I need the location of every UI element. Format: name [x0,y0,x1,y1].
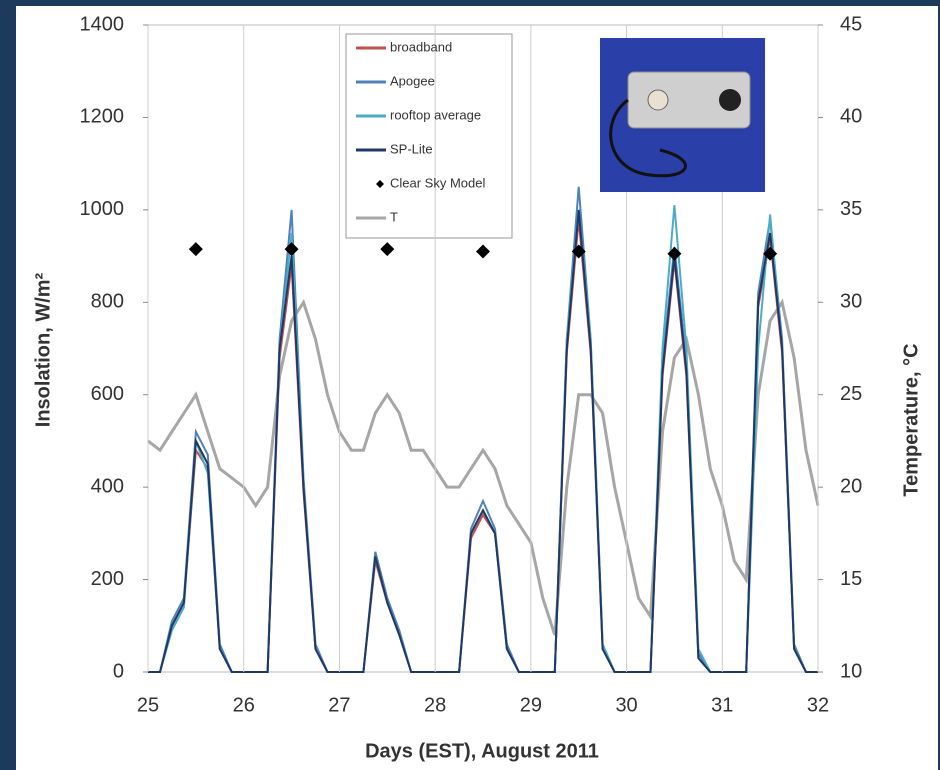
x-axis-label: Days (EST), August 2011 [365,740,599,762]
sensor-photo [600,38,765,192]
y2-tick-label: 45 [840,13,862,35]
legend-label: Apogee [390,73,435,88]
y-tick-label: 1200 [80,106,125,128]
clear-sky-marker [380,242,395,257]
y2-tick-label: 40 [840,106,862,128]
y-axis-label: Insolation, W/m² [32,272,54,427]
y2-tick-label: 30 [840,291,862,313]
x-tick-label: 25 [137,694,159,716]
legend-label: broadband [390,39,452,54]
series-line [148,209,818,673]
legend [345,33,513,239]
y-tick-label: 200 [91,568,124,590]
legend-label: SP-Lite [390,141,433,156]
legend-marker [376,180,384,188]
y2-tick-label: 20 [840,475,862,497]
x-tick-label: 26 [233,694,255,716]
legend-label: Clear Sky Model [390,175,485,190]
clear-sky-marker [667,246,682,261]
x-tick-label: 28 [424,694,446,716]
y2-axis-label: Temperature, °C [900,343,922,496]
y2-tick-label: 15 [840,568,862,590]
clear-sky-marker [284,242,299,257]
x-tick-label: 31 [711,694,733,716]
x-tick-label: 30 [615,694,637,716]
y2-tick-label: 35 [840,198,862,220]
clear-sky-marker [476,244,490,259]
y2-tick-label: 25 [840,383,862,405]
series-line [147,298,820,636]
clear-sky-marker [571,244,586,259]
x-tick-label: 29 [520,694,542,716]
legend-label: rooftop average [390,107,481,122]
y2-tick-label: 10 [840,660,862,682]
y-tick-label: 0 [113,660,124,682]
y-tick-label: 1400 [80,13,125,35]
y-tick-label: 1000 [80,198,125,220]
y-tick-label: 600 [91,383,124,405]
y-tick-label: 800 [91,291,124,313]
y-tick-label: 400 [91,475,124,497]
x-tick-label: 27 [328,694,350,716]
x-tick-label: 32 [807,694,829,716]
clear-sky-marker [763,246,778,261]
legend-label: T [390,209,398,224]
clear-sky-marker [188,242,203,257]
